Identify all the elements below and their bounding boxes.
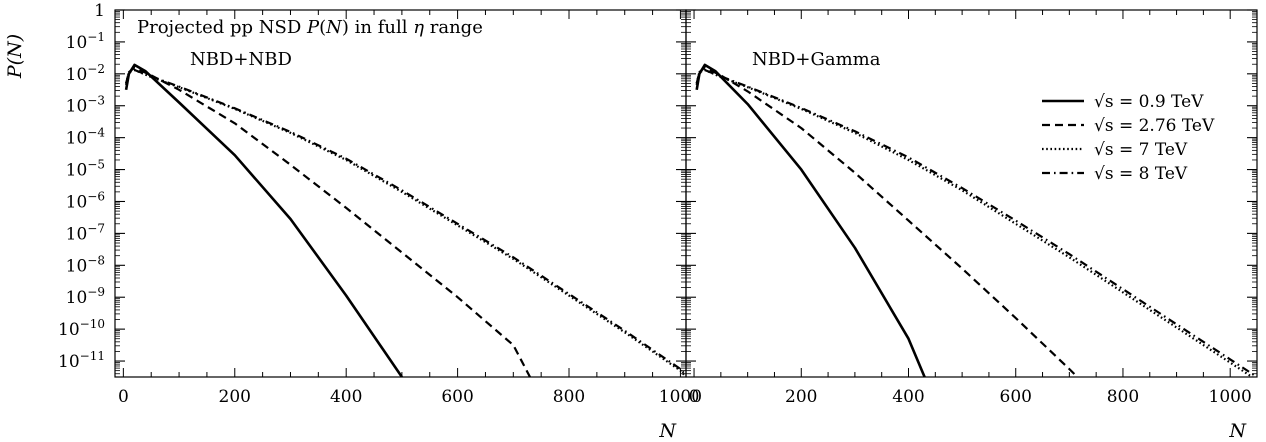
legend-label: √s = 8 TeV (1094, 164, 1188, 184)
x-tick-label: 200 (219, 387, 251, 407)
left-panel-annotation: NBD+NBD (190, 49, 292, 70)
x-tick-label: 200 (785, 387, 817, 407)
y-tick-label: 10−1 (66, 30, 105, 53)
series-line-dashed (125, 66, 531, 377)
y-tick-label: 10−3 (66, 94, 105, 117)
y-tick-label: 10−10 (58, 317, 105, 340)
y-tick-label: 10−4 (66, 126, 106, 149)
y-axis-title: P(N) (4, 34, 26, 79)
x-tick-label: 1000 (659, 387, 702, 407)
y-tick-label: 10−6 (66, 189, 105, 212)
series-line-solid (124, 63, 403, 377)
series-line-dashdot (125, 68, 686, 377)
x-tick-label: 0 (689, 387, 700, 407)
x-tick-label: 1000 (1209, 387, 1252, 407)
series-line-dashdot (695, 68, 1257, 377)
main-annotation: Projected pp NSD P(N) in full η range (137, 17, 483, 38)
x-tick-label: 800 (1107, 387, 1139, 407)
x-tick-label: 400 (892, 387, 924, 407)
series-line-dotted (125, 68, 686, 377)
x-tick-label: 0 (118, 387, 129, 407)
x-tick-label: 800 (553, 387, 585, 407)
series-line-dashed (695, 66, 1079, 377)
plot-layer: 0 200 400 600 800 1000 1 10−1 10−2 10−3 10−4 10−5 10… (58, 1, 1258, 407)
y-tick-label: 10−2 (66, 62, 105, 85)
x-axis-title-right: N (1228, 420, 1247, 442)
x-tick-label: 600 (1000, 387, 1032, 407)
legend-label: √s = 0.9 TeV (1094, 92, 1204, 112)
x-tick-label: 600 (441, 387, 473, 407)
y-tick-label: 10−5 (66, 158, 105, 181)
y-tick-label: 10−9 (66, 285, 105, 308)
y-tick-label: 10−7 (66, 221, 105, 244)
x-axis-title-left: N (658, 420, 677, 442)
x-tick-label: 400 (330, 387, 362, 407)
legend-label: √s = 2.76 TeV (1094, 116, 1215, 136)
plot-frame (685, 9, 1258, 378)
y-tick-label: 10−8 (66, 253, 105, 276)
y-tick-label: 1 (94, 1, 105, 21)
series-line-dotted (695, 68, 1255, 377)
y-tick-label: 10−11 (58, 349, 105, 372)
legend-label: √s = 7 TeV (1094, 140, 1188, 160)
right-panel-annotation: NBD+Gamma (752, 49, 881, 70)
legend: √s = 0.9 TeV √s = 2.76 TeV √s = 7 TeV √s = … (1042, 92, 1215, 184)
